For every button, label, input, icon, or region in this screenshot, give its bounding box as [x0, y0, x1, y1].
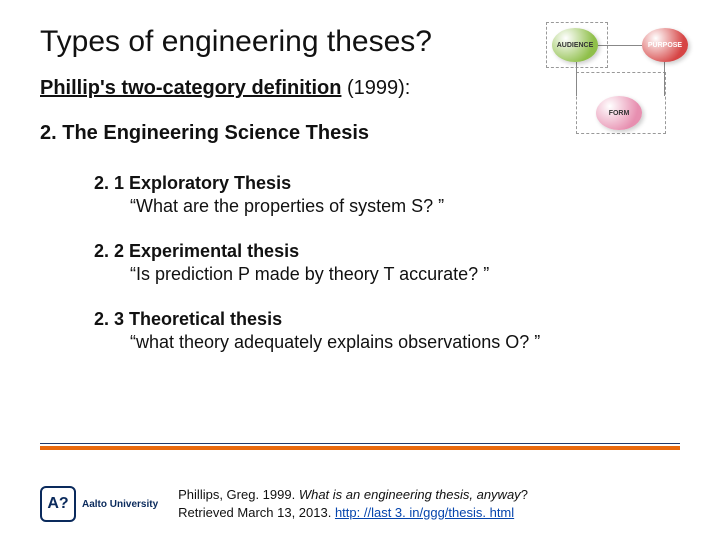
aalto-logo: A? Aalto University [40, 486, 158, 522]
citation-qmark: ? [521, 487, 528, 502]
citation-retrieved: Retrieved March 13, 2013. [178, 505, 335, 520]
footer-thin-rule [40, 443, 680, 444]
diagram-node-audience: AUDIENCE [552, 28, 598, 62]
footer-accent-rule [40, 446, 680, 450]
footer: A? Aalto University Phillips, Greg. 1999… [40, 486, 680, 522]
diagram-connector [664, 62, 665, 96]
citation-author: Phillips, Greg. 1999. [178, 487, 299, 502]
citation-link[interactable]: http: //last 3. in/ggg/thesis. html [335, 505, 514, 520]
list-item: 2. 2 Experimental thesis “Is prediction … [94, 241, 680, 285]
item-title: 2. 1 Exploratory Thesis [94, 173, 680, 194]
diagram-connector [598, 45, 642, 46]
logo-mark: A? [40, 486, 76, 522]
concept-diagram: AUDIENCE PURPOSE FORM [546, 18, 696, 138]
list-item: 2. 3 Theoretical thesis “what theory ade… [94, 309, 680, 353]
item-quote: “what theory adequately explains observa… [130, 332, 680, 353]
list-item: 2. 1 Exploratory Thesis “What are the pr… [94, 173, 680, 217]
logo-text: Aalto University [82, 499, 158, 510]
citation: Phillips, Greg. 1999. What is an enginee… [178, 486, 528, 521]
diagram-node-form: FORM [596, 96, 642, 130]
diagram-node-purpose: PURPOSE [642, 28, 688, 62]
diagram-connector [576, 62, 577, 96]
subtitle-bold: Phillip's two-category definition [40, 77, 341, 99]
item-quote: “What are the properties of system S? ” [130, 196, 680, 217]
item-title: 2. 3 Theoretical thesis [94, 309, 680, 330]
item-title: 2. 2 Experimental thesis [94, 241, 680, 262]
item-quote: “Is prediction P made by theory T accura… [130, 264, 680, 285]
subtitle-rest: (1999): [341, 77, 410, 99]
citation-title: What is an engineering thesis, anyway [299, 487, 521, 502]
